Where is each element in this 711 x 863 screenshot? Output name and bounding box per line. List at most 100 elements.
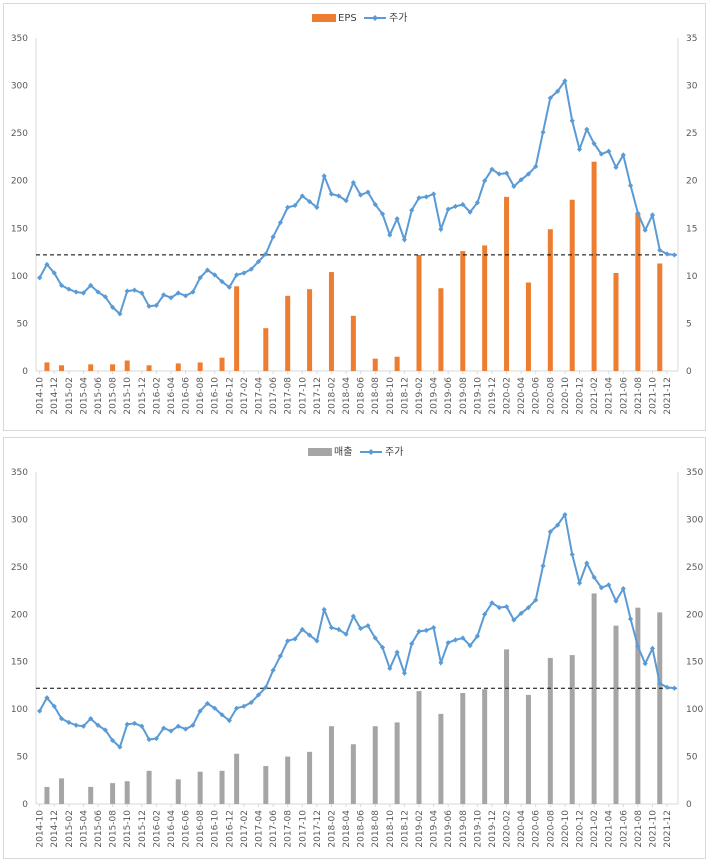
- price-marker: [226, 717, 232, 724]
- price-marker: [445, 206, 451, 212]
- bar: [547, 657, 553, 804]
- price-marker: [299, 193, 305, 199]
- bar: [175, 779, 181, 804]
- price-marker: [503, 170, 510, 176]
- y-left-tick-label: 150: [11, 224, 28, 234]
- x-tick-label: 2019-06: [444, 810, 454, 848]
- price-marker: [328, 191, 335, 197]
- price-marker: [431, 624, 437, 631]
- price-marker: [168, 295, 174, 301]
- y-left-tick-label: 150: [11, 658, 28, 668]
- x-tick-label: 2019-04: [430, 810, 440, 848]
- bar: [372, 358, 378, 371]
- x-tick-label: 2016-10: [211, 810, 221, 848]
- x-tick-label: 2021-02: [590, 810, 600, 848]
- price-marker: [401, 237, 408, 243]
- price-marker: [37, 275, 43, 281]
- bar: [146, 365, 152, 371]
- price-marker: [190, 289, 196, 295]
- price-marker: [328, 624, 335, 631]
- x-tick-label: 2019-08: [459, 810, 469, 848]
- x-tick-label: 2019-02: [415, 377, 425, 415]
- x-tick-label: 2020-12: [576, 377, 586, 415]
- x-tick-label: 2017-04: [255, 810, 265, 848]
- price-marker: [438, 660, 444, 666]
- bar: [350, 315, 356, 371]
- bar: [525, 694, 531, 804]
- bar: [197, 771, 203, 804]
- y-left-tick-label: 250: [11, 563, 28, 573]
- price-marker: [139, 723, 145, 729]
- price-marker: [569, 551, 575, 558]
- x-tick-label: 2017-02: [240, 810, 250, 848]
- bar: [569, 655, 575, 804]
- price-marker: [503, 604, 510, 610]
- bar: [263, 328, 269, 371]
- x-tick-label: 2014-12: [50, 810, 60, 848]
- y-left-tick-label: 200: [11, 177, 28, 187]
- x-tick-label: 2019-10: [473, 377, 483, 415]
- x-tick-label: 2018-06: [357, 810, 367, 848]
- bar: [124, 781, 130, 804]
- price-marker: [496, 171, 502, 177]
- sales-price-chart-svg: 0 50 100 150 200 250 300 350 0 50 100 150 200 250 300 3…: [11, 446, 704, 848]
- x-tick-label: 2016-06: [182, 377, 192, 415]
- bar: [307, 289, 313, 371]
- bar: [350, 744, 356, 804]
- y-right-tick-label: 100: [686, 705, 703, 715]
- x-tick-label: 2015-08: [109, 377, 119, 415]
- price-marker: [58, 282, 65, 288]
- price-marker: [219, 278, 225, 285]
- x-tick-label: 2016-10: [211, 377, 221, 415]
- y-left-tick-label: 100: [11, 272, 28, 282]
- y-left-tick-label: 50: [17, 319, 29, 329]
- price-marker: [182, 726, 189, 732]
- x-tick-label: 2019-08: [459, 377, 469, 415]
- price-marker: [358, 192, 364, 198]
- price-marker: [423, 194, 429, 200]
- price-marker: [248, 699, 254, 706]
- x-tick-label: 2017-08: [284, 810, 294, 848]
- legend-line-label: 주가: [385, 446, 403, 458]
- price-marker: [285, 638, 291, 644]
- bar: [504, 649, 510, 804]
- price-marker: [467, 209, 473, 215]
- x-tick-label: 2014-10: [36, 810, 46, 848]
- bar: [460, 251, 466, 371]
- bar: [285, 756, 291, 804]
- price-marker: [226, 284, 232, 290]
- bar: [59, 778, 65, 804]
- x-tick-label: 2016-06: [182, 810, 192, 848]
- x-tick-label: 2018-08: [371, 377, 381, 415]
- x-tick-label: 2018-10: [386, 377, 396, 415]
- price-marker: [44, 261, 50, 268]
- x-tick-label: 2018-02: [327, 810, 337, 848]
- price-marker: [584, 560, 590, 566]
- x-tick-label: 2019-10: [473, 810, 483, 848]
- y-right-tick-label: 15: [686, 224, 697, 234]
- bar: [591, 161, 597, 371]
- price-marker: [518, 177, 524, 183]
- price-marker: [518, 610, 524, 616]
- bar: [146, 770, 152, 804]
- price-marker: [73, 722, 79, 728]
- x-tick-label: 2020-04: [517, 810, 527, 848]
- bar: [504, 196, 510, 371]
- price-marker: [131, 720, 138, 726]
- legend-bar-swatch: [308, 448, 332, 456]
- legend-line-label: 주가: [389, 12, 407, 24]
- price-marker: [445, 640, 451, 646]
- price-marker: [314, 204, 320, 210]
- x-tick-label: 2015-04: [79, 377, 89, 415]
- price-marker: [44, 695, 50, 701]
- price-marker: [146, 303, 152, 309]
- price-marker: [80, 723, 87, 729]
- price-marker: [153, 735, 159, 742]
- y-left-tick-label: 200: [11, 610, 28, 620]
- x-tick-label: 2015-06: [94, 377, 104, 415]
- bar: [613, 273, 619, 371]
- sales-price-chart: 0 50 100 150 200 250 300 350 0 50 100 150 200 250 300 3…: [3, 437, 706, 859]
- bar: [88, 786, 94, 804]
- x-tick-label: 2016-04: [167, 810, 177, 848]
- price-marker: [182, 293, 189, 299]
